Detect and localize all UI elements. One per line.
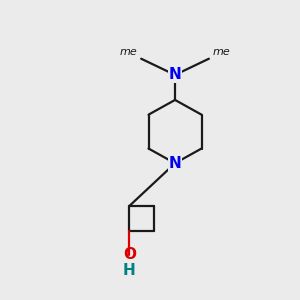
Text: H: H (123, 263, 136, 278)
Text: N: N (169, 156, 182, 171)
Text: N: N (169, 68, 182, 82)
Text: me: me (120, 47, 138, 57)
Text: O: O (123, 247, 136, 262)
Text: me: me (212, 47, 230, 57)
